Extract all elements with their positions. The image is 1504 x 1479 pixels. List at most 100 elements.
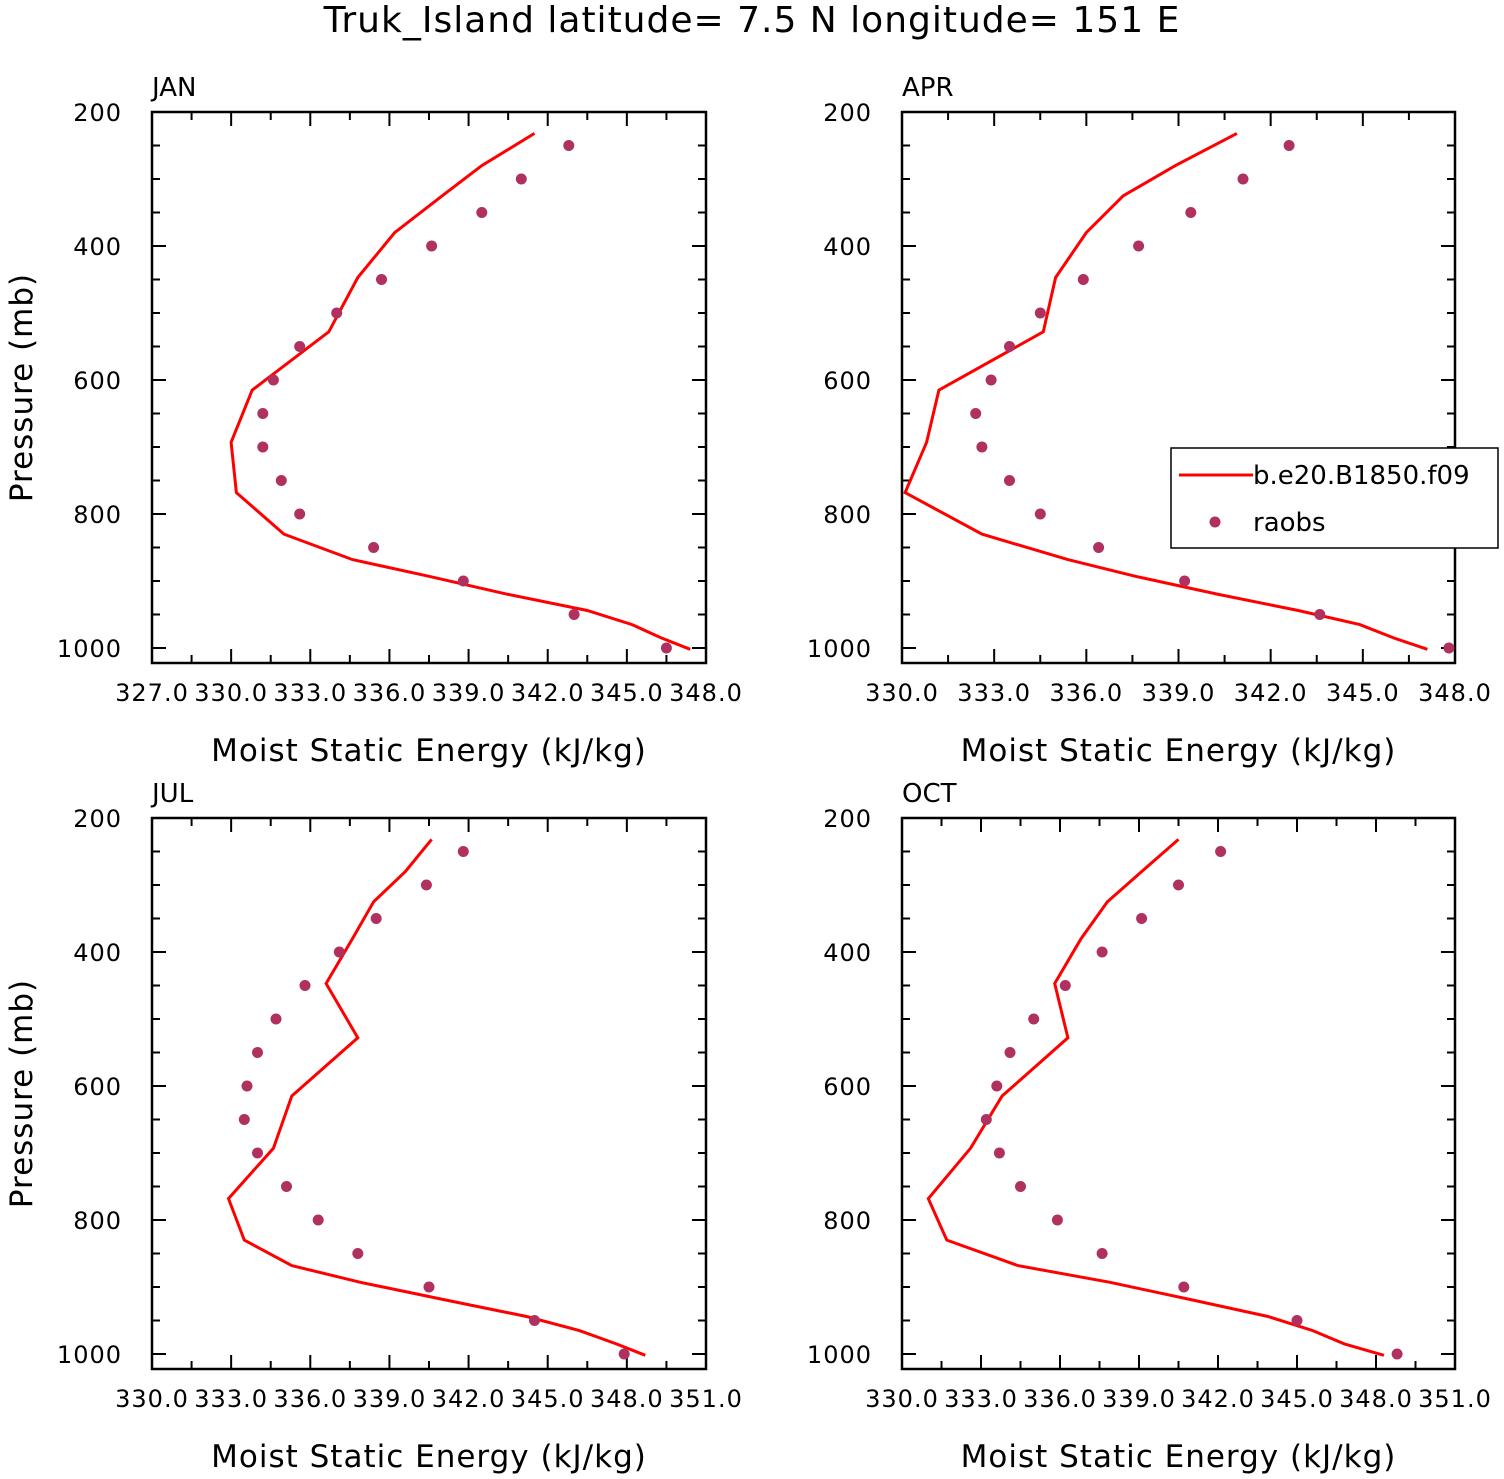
x-tick-label: 339.0 [432,679,506,707]
obs-point [238,1114,250,1125]
obs-point [270,1013,282,1025]
x-tick-label: 336.0 [1023,1385,1097,1413]
panel-oct: OCT 330.0 333.0 336.0 339.0 342.0 345.0 348.0 35… [807,779,1491,1475]
obs-point [331,307,343,319]
x-tick-label: 327.0 [115,679,189,707]
obs-point [1136,913,1148,924]
obs-point [1004,341,1015,352]
x-tick-label: 330.0 [115,1385,189,1413]
x-tick-label: 342.0 [1234,679,1308,707]
x-tick-label: 333.0 [273,679,347,707]
y-tick-label: 800 [823,1207,872,1235]
obs-point [299,980,311,991]
x-tick-label: 345.0 [511,1385,585,1413]
x-tick-label: 348.0 [590,1385,664,1413]
x-tick-label: 330.0 [865,1385,939,1413]
obs-point [252,1147,263,1159]
obs-point [976,441,988,453]
panel-label: APR [902,73,954,103]
y-tick-label: 400 [823,939,872,967]
obs-point [1034,508,1046,520]
x-tick-label: 336.0 [353,679,427,707]
obs-point [1179,575,1191,587]
series-line-model [226,838,646,1357]
obs-point [294,341,306,352]
obs-point [457,575,469,587]
panel-apr: APR 330.0 333.0 336.0 339.0 342.0 345.0 348.0 20… [807,73,1499,769]
obs-point [1314,609,1326,620]
x-tick-label: 330.0 [194,679,268,707]
y-tick-label: 600 [823,1073,872,1101]
x-tick-label: 333.0 [194,1385,268,1413]
obs-point [267,374,279,386]
obs-point [993,1147,1005,1159]
legend-label-model: b.e20.B1850.f09 [1253,461,1470,491]
obs-point [1291,1315,1303,1326]
legend: b.e20.B1850.f09 raobs [1170,447,1499,549]
obs-point [423,1281,435,1293]
x-tick-label: 339.0 [353,1385,427,1413]
x-axis-label: Moist Static Energy (kJ/kg) [961,733,1397,769]
y-tick-label: 200 [823,805,872,833]
obs-point [1004,1047,1016,1058]
obs-point [312,1214,324,1226]
x-tick-label: 342.0 [432,1385,506,1413]
obs-point [568,609,580,620]
x-axis-label: Moist Static Energy (kJ/kg) [211,733,647,769]
obs-point [1185,207,1197,218]
y-tick-label: 400 [73,939,122,967]
obs-point [1237,173,1249,185]
obs-point [426,240,438,252]
y-tick-label: 400 [823,233,872,261]
y-tick-label: 200 [73,805,122,833]
obs-point [563,140,575,151]
obs-point [1051,1214,1063,1226]
x-tick-label: 342.0 [1181,1385,1255,1413]
x-tick-label: 336.0 [273,1385,347,1413]
x-tick-label: 336.0 [1049,679,1123,707]
x-tick-label: 339.0 [1142,679,1216,707]
obs-point [281,1181,292,1192]
obs-point [376,274,387,285]
y-tick-label: 400 [73,233,122,261]
obs-point [368,542,380,553]
obs-point [1133,240,1145,252]
plot-frame [900,110,1457,665]
obs-point [352,1248,364,1259]
y-axis-label: Pressure (mb) [4,979,40,1208]
obs-point [1028,1013,1040,1025]
x-tick-label: 333.0 [944,1385,1018,1413]
y-tick-label: 800 [73,501,122,529]
x-tick-label: 348.0 [1339,1385,1413,1413]
x-tick-label: 345.0 [590,679,664,707]
obs-point [1059,980,1071,991]
plot-frame [150,110,708,665]
obs-point [476,207,488,218]
obs-point [420,879,432,891]
series-line-model [229,132,691,651]
obs-point [985,374,997,386]
x-tick-label: 330.0 [865,679,939,707]
x-tick-label: 345.0 [1260,1385,1334,1413]
obs-point [1443,642,1455,654]
legend-label-obs: raobs [1253,508,1326,538]
obs-point [1215,846,1227,857]
obs-point [252,1047,263,1058]
x-tick-label: 345.0 [1326,679,1400,707]
obs-point [1173,879,1184,891]
y-tick-label: 1000 [57,635,122,663]
y-tick-label: 200 [73,99,122,127]
y-tick-label: 1000 [807,635,872,663]
obs-point [1391,1348,1403,1360]
x-tick-label: 339.0 [1102,1385,1176,1413]
obs-point [1096,1248,1108,1259]
series-line-model [926,838,1385,1357]
obs-point [294,508,306,520]
panel-jan: JAN 327.0 330.0 333.0 336.0 339.0 342.0 345.0 34… [4,73,742,769]
obs-point [257,408,269,419]
obs-point [1283,140,1295,151]
obs-point [660,642,672,654]
obs-point [618,1348,630,1360]
y-tick-label: 200 [823,99,872,127]
